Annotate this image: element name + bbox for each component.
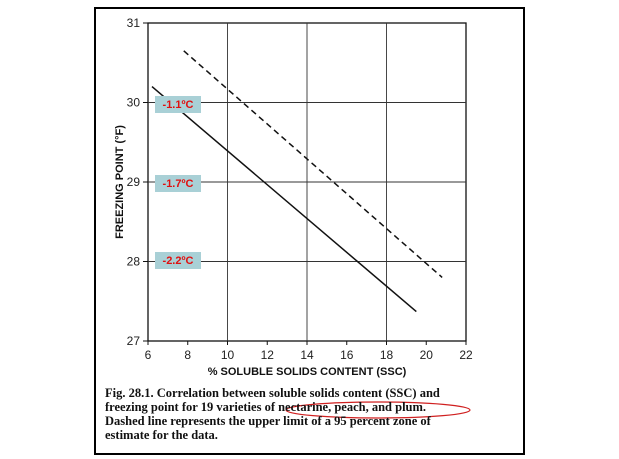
temp-label-2: -1.7ºC: [155, 175, 201, 192]
caption-line-1: Fig. 28.1. Correlation between soluble s…: [105, 386, 440, 400]
x-tick-label: 8: [184, 348, 191, 362]
x-tick-label: 12: [261, 348, 275, 362]
caption-line-2: freezing point for 19 varieties of necta…: [105, 400, 427, 414]
y-tick-label: 30: [127, 96, 141, 110]
y-tick-label: 31: [127, 16, 141, 30]
figure-caption: Fig. 28.1. Correlation between soluble s…: [105, 386, 505, 442]
x-tick-label: 22: [459, 348, 473, 362]
caption-line-4: estimate for the data.: [105, 428, 218, 442]
x-tick-label: 18: [380, 348, 394, 362]
x-tick-label: 10: [221, 348, 235, 362]
slide-frame: [94, 7, 525, 455]
y-tick-label: 28: [127, 255, 141, 269]
temp-label-1: -1.1ºC: [155, 96, 201, 113]
y-tick-label: 27: [127, 334, 141, 348]
x-axis-title: % SOLUBLE SOLIDS CONTENT (SSC): [208, 366, 407, 378]
temp-label-3: -2.2ºC: [155, 252, 201, 269]
y-tick-label: 29: [127, 175, 141, 189]
x-tick-label: 20: [420, 348, 434, 362]
y-axis-title: FREEZING POINT (°F): [114, 125, 126, 239]
solid-regression-line: [151, 86, 417, 313]
dashed-upper-limit-line: [183, 50, 443, 278]
red-highlight-ellipse: [285, 401, 471, 419]
x-tick-label: 6: [145, 348, 152, 362]
caption-line-3: Dashed line represents the upper limit o…: [105, 414, 431, 428]
x-tick-label: 16: [340, 348, 354, 362]
x-tick-label: 14: [300, 348, 314, 362]
